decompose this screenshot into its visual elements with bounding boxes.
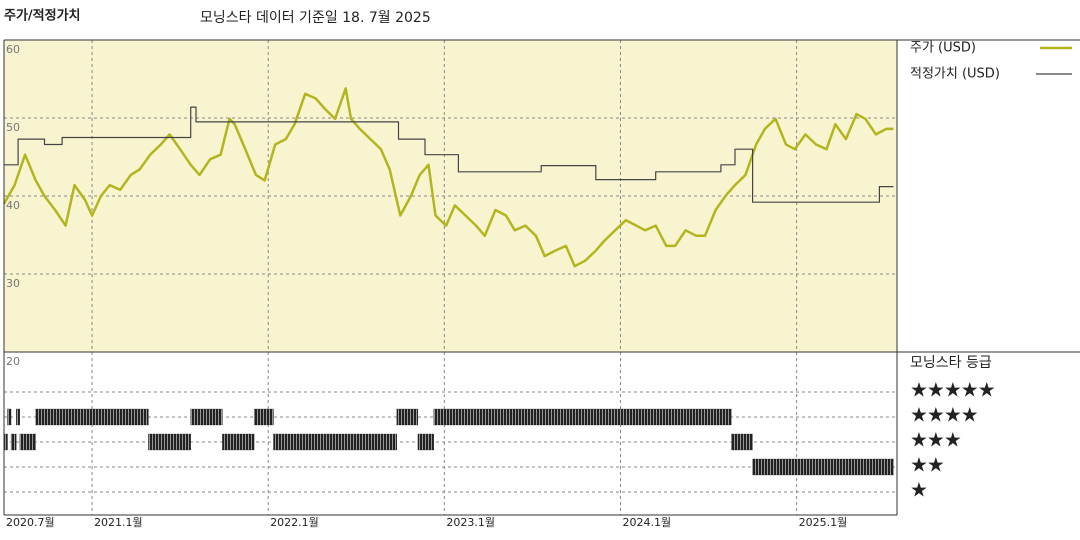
series-line [2, 87, 894, 268]
rating-bar [273, 433, 397, 451]
rating-bar [10, 433, 17, 451]
y-tick-label: 20 [6, 355, 20, 368]
rating-label: ★★ [910, 453, 944, 477]
legend-label: 주가 (USD) [910, 41, 976, 56]
rating-bar [433, 408, 732, 426]
rating-label: ★ [910, 478, 927, 502]
rating-bar [396, 408, 419, 426]
rating-bar [190, 408, 223, 426]
x-tick-label: 2024.1월 [622, 516, 671, 529]
x-tick-label: 2020.7월 [6, 516, 55, 529]
rating-label: ★★★★ [910, 403, 978, 427]
x-tick-label: 2023.1월 [446, 516, 495, 529]
rating-bar [222, 433, 255, 451]
rating-bar [731, 433, 753, 451]
rating-bar [19, 433, 36, 451]
rating-label: ★★★★★ [910, 378, 995, 402]
rating-bar [16, 408, 21, 426]
rating-bar [35, 408, 149, 426]
rating-bar [417, 433, 434, 451]
frame [3, 39, 1080, 516]
rating-bar [752, 458, 894, 476]
rating-title: 모닝스타 등급 [910, 355, 992, 371]
chart-title: 주가/적정가치 [4, 8, 81, 24]
rating-label: ★★★ [910, 428, 961, 452]
y-tick-label: 40 [6, 199, 20, 212]
rating-bar [7, 408, 12, 426]
rating-bar [253, 408, 274, 426]
legend-label: 적정가치 (USD) [910, 67, 1000, 82]
series-line [4, 106, 894, 203]
x-tick-label: 2022.1월 [270, 516, 319, 529]
x-tick-label: 2025.1월 [799, 516, 848, 529]
rating-bar [3, 433, 8, 451]
y-tick-label: 50 [6, 121, 20, 134]
y-tick-label: 30 [6, 277, 20, 290]
chart-subtitle: 모닝스타 데이터 기준일 18. 7월 2025 [200, 10, 431, 26]
rating-bar [148, 433, 191, 451]
x-tick-label: 2021.1월 [94, 516, 143, 529]
y-tick-label: 60 [6, 43, 20, 56]
